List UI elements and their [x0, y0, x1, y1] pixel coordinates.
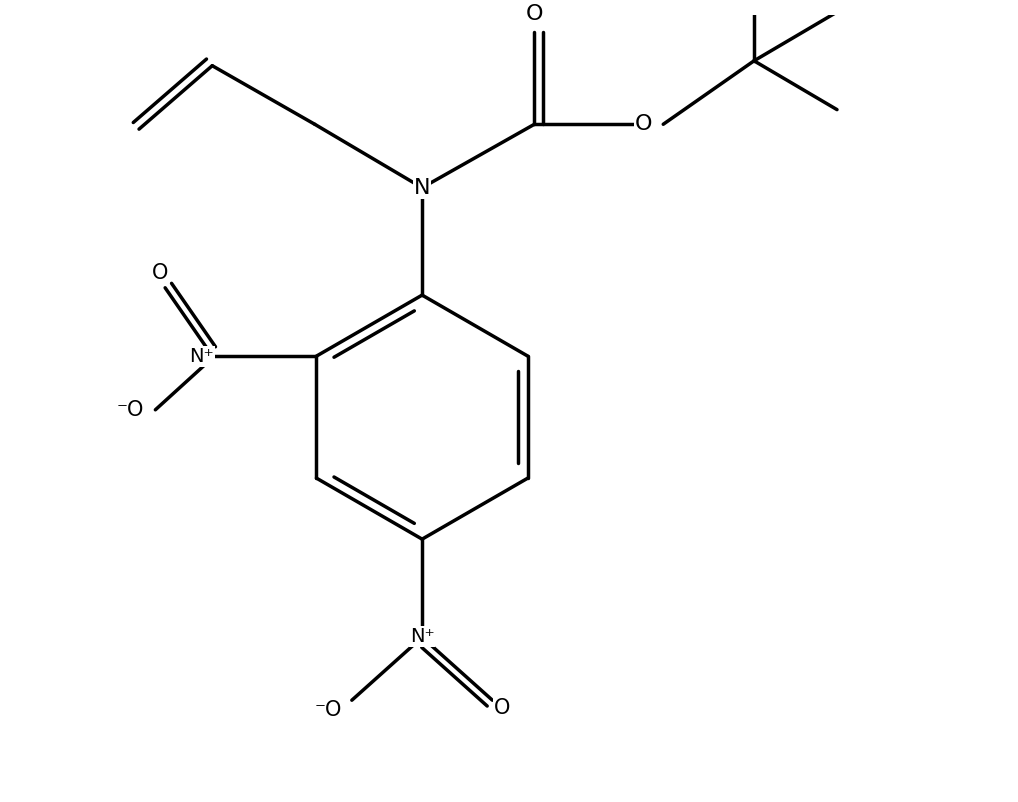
Text: N⁺: N⁺: [189, 346, 214, 366]
Text: O: O: [494, 698, 510, 718]
Text: ⁻O: ⁻O: [315, 700, 342, 720]
Text: N⁺: N⁺: [409, 627, 435, 646]
Text: ⁻O: ⁻O: [116, 400, 144, 419]
Text: O: O: [152, 263, 168, 283]
Text: O: O: [635, 114, 653, 134]
Text: O: O: [525, 4, 544, 24]
Text: N: N: [414, 178, 431, 198]
